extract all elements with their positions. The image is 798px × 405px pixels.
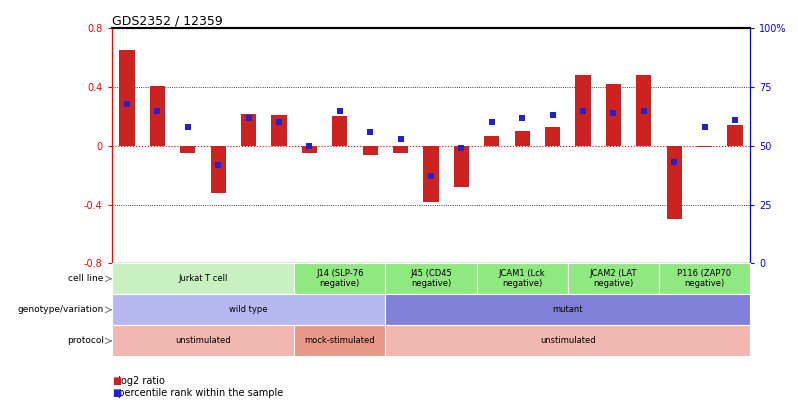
Text: genotype/variation: genotype/variation (18, 305, 104, 314)
Bar (606, 84, 621, 146)
Bar (302, 146, 317, 153)
Bar (697, 146, 712, 147)
Bar (211, 146, 226, 193)
Bar (271, 115, 286, 146)
Text: JCAM1 (Lck
negative): JCAM1 (Lck negative) (499, 269, 545, 288)
Bar (362, 146, 377, 155)
Bar (393, 146, 408, 153)
Bar (120, 50, 135, 146)
Text: JCAM2 (LAT
negative): JCAM2 (LAT negative) (590, 269, 637, 288)
Text: ■: ■ (112, 376, 121, 386)
Text: Jurkat T cell: Jurkat T cell (178, 274, 227, 283)
Bar (545, 127, 560, 146)
Text: unstimulated: unstimulated (175, 337, 231, 345)
Text: GDS2352 / 12359: GDS2352 / 12359 (112, 14, 223, 27)
Bar (332, 116, 347, 146)
Bar (454, 146, 469, 187)
Text: log2 ratio: log2 ratio (112, 376, 164, 386)
Text: unstimulated: unstimulated (540, 337, 595, 345)
Text: J45 (CD45
negative): J45 (CD45 negative) (410, 269, 452, 288)
Bar (515, 131, 530, 146)
Bar (575, 75, 591, 146)
Bar (241, 113, 256, 146)
Text: protocol: protocol (67, 337, 104, 345)
Text: percentile rank within the sample: percentile rank within the sample (112, 388, 283, 398)
Text: mutant: mutant (552, 305, 583, 314)
Bar (636, 75, 651, 146)
Text: ■: ■ (112, 388, 121, 398)
Bar (150, 85, 165, 146)
Text: mock-stimulated: mock-stimulated (304, 337, 375, 345)
Bar (666, 146, 681, 219)
Text: J14 (SLP-76
negative): J14 (SLP-76 negative) (316, 269, 363, 288)
Bar (180, 146, 196, 153)
Text: cell line: cell line (69, 274, 104, 283)
Bar (423, 146, 439, 202)
Bar (727, 125, 742, 146)
Bar (484, 136, 500, 146)
Text: P116 (ZAP70
negative): P116 (ZAP70 negative) (678, 269, 732, 288)
Text: wild type: wild type (229, 305, 268, 314)
